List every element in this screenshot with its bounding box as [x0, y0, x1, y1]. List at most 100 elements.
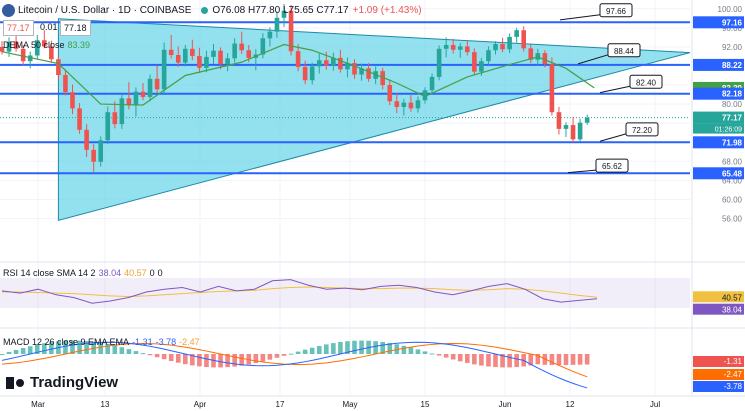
candle-body [91, 149, 96, 162]
macd-value-tag [693, 356, 744, 367]
time-axis[interactable]: Mar 13 Apr 17 May 15 Jun 12 Jul [0, 395, 745, 409]
macd-histogram-bar [387, 342, 393, 354]
time-tick-label: Mar [31, 400, 45, 409]
candle-body [84, 129, 89, 150]
macd-histogram-bar [218, 354, 223, 368]
time-tick-label: 17 [276, 400, 285, 409]
macd-histogram-bar [373, 341, 378, 354]
candle-body [42, 40, 47, 47]
macd-histogram-bar [493, 354, 498, 368]
price-label-tag[interactable] [693, 136, 744, 149]
price-label-tag[interactable] [693, 87, 744, 100]
price-tick-label: 92.00 [722, 43, 743, 52]
macd-legend[interactable]: MACD 12 26 close 9 EMA EMA -1.31 -3.78 -2.4… [3, 337, 200, 347]
dema-legend[interactable]: DEMA 50 close 83.39 [3, 40, 91, 50]
dema-line [1, 43, 595, 106]
price-tick-label: 96.00 [722, 24, 743, 33]
price-label-tag[interactable] [693, 111, 744, 124]
candle-body [415, 100, 421, 109]
price-label-tag[interactable] [693, 58, 744, 71]
time-tick-label: 13 [101, 400, 110, 409]
candle-body [27, 55, 33, 62]
candle-body [175, 54, 181, 63]
macd-histogram-bar [436, 354, 442, 356]
macd-line [1, 341, 588, 389]
callout-box[interactable] [625, 122, 659, 137]
macd-histogram-bar [295, 351, 301, 354]
price-axis[interactable]: 100.0096.0092.0088.0084.0080.0076.0072.0… [691, 0, 745, 395]
callout-pointer [577, 54, 609, 65]
rsi-ma-value: 40.57 [722, 293, 743, 302]
macd-histogram-bar [204, 354, 209, 368]
macd-histogram-bar [232, 354, 237, 367]
candle-body [359, 68, 364, 75]
price-tick-label: 68.00 [722, 157, 743, 166]
macd-histogram-bar [190, 354, 195, 366]
candle-body [429, 76, 435, 91]
candle-body [542, 53, 548, 65]
candle-body [267, 31, 273, 39]
macd-histogram-bar [563, 354, 569, 365]
candle-body [105, 112, 111, 141]
candle-body [500, 44, 505, 50]
tradingview-logo[interactable]: TradingView [6, 374, 118, 391]
candle-body [274, 17, 280, 32]
candle-body [154, 78, 160, 90]
dema-50-line [1, 43, 595, 106]
candle-body [486, 50, 491, 62]
callout-label: 65.62 [602, 162, 623, 171]
macd-histogram-bar [422, 351, 428, 354]
macd-histogram-bar [154, 354, 160, 358]
callout-pointer [567, 169, 597, 174]
price-label-text: 88.22 [722, 61, 743, 70]
rsi-value: 38.04 [722, 306, 743, 315]
candle-body [0, 46, 5, 52]
callout-box[interactable] [599, 3, 633, 18]
macd-histogram-bar [415, 349, 421, 354]
macd-histogram-bar [457, 354, 463, 362]
price-callouts[interactable]: 97.66 88.44 82.40 72.20 65.62 [559, 3, 663, 174]
callout-box[interactable] [595, 158, 629, 173]
candle-body [331, 57, 336, 66]
candle-body [218, 50, 223, 65]
callout-pointer [599, 85, 631, 94]
macd-histogram-bar [168, 354, 174, 362]
price-label-tag[interactable] [693, 167, 744, 180]
candle-body [408, 102, 414, 109]
rsi-ma-line [2, 286, 598, 298]
macd-histogram-bar [34, 344, 40, 354]
symbol-title[interactable]: Litecoin / U.S. Dollar · 1D · COINBASE [18, 4, 192, 16]
macd-histogram-bar [253, 354, 259, 364]
macd-histogram-bar [486, 354, 491, 367]
macd-histogram-bar [133, 351, 139, 354]
sell-price-box[interactable]: 77.17 [3, 20, 34, 36]
callout-label: 88.44 [614, 47, 635, 56]
rsi-legend[interactable]: RSI 14 close SMA 14 2 38.04 40.57 0 0 [3, 268, 163, 278]
callout-box[interactable] [629, 74, 663, 89]
macd-histogram-bar [126, 349, 132, 354]
candle-body [563, 125, 569, 129]
macd-histogram-bar [443, 354, 449, 358]
callout-box[interactable] [607, 43, 641, 58]
macd-histogram-bar [274, 354, 280, 358]
triangle-drawing[interactable] [57, 18, 691, 222]
macd-histogram-bar [239, 354, 244, 366]
candle-body [472, 52, 477, 72]
price-label-tag[interactable] [693, 16, 744, 29]
macd-histogram-bar [140, 353, 146, 355]
callout-label: 82.40 [636, 78, 657, 87]
macd-histogram-bar [465, 354, 470, 363]
buy-price-box[interactable]: 77.18 [60, 20, 91, 36]
candle-body [190, 48, 195, 56]
candle-body [309, 66, 315, 81]
price-label-text: 82.18 [722, 90, 743, 99]
chart-header: Litecoin / U.S. Dollar · 1D · COINBASE O… [0, 0, 422, 20]
price-tick-label: 80.00 [722, 100, 743, 109]
candle-body [338, 57, 343, 70]
macd-histogram-bar [528, 354, 534, 366]
macd-histogram-bar [70, 340, 75, 354]
macd-histogram-bar [324, 344, 329, 354]
triangle-pattern[interactable] [57, 18, 691, 222]
candlestick-series [0, 4, 590, 172]
candle-body [401, 102, 407, 107]
